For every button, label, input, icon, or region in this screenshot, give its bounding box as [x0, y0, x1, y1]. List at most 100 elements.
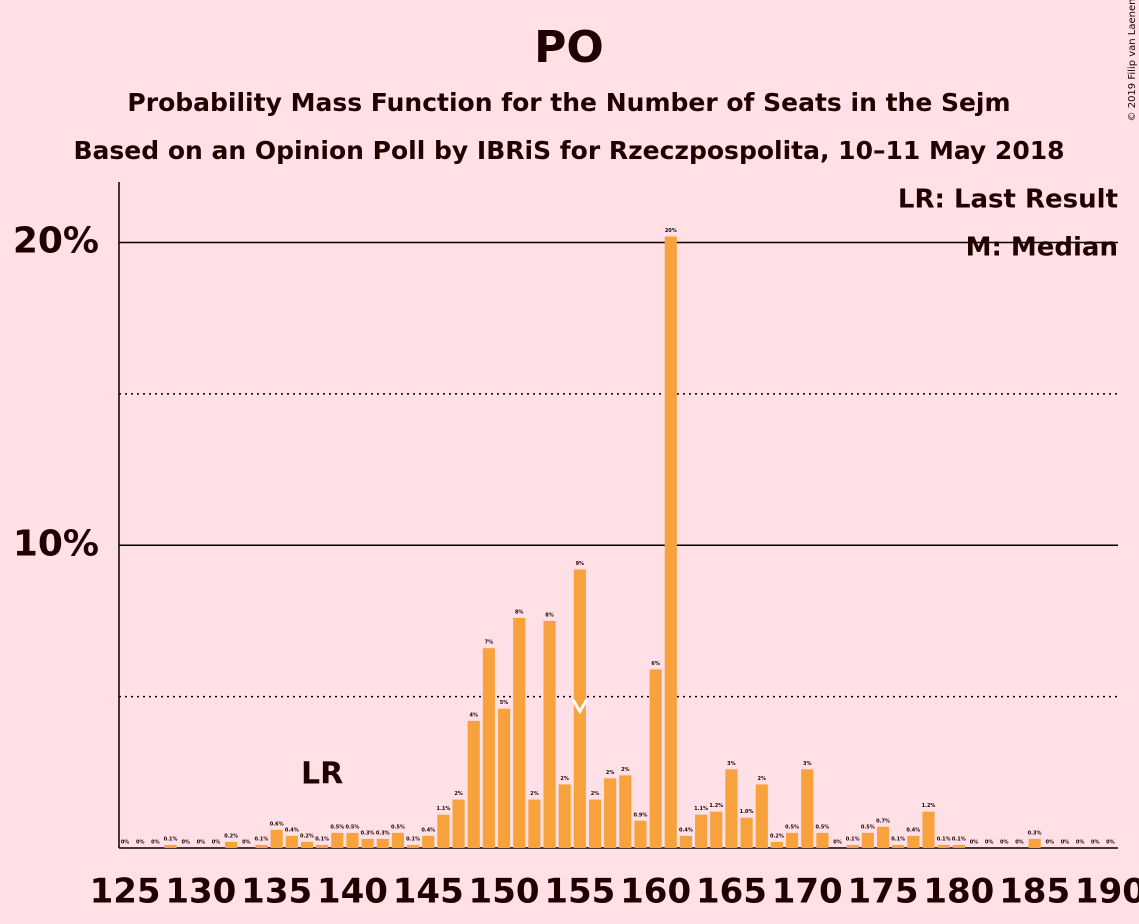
data-label: 0.4%: [906, 827, 920, 833]
bar: [861, 832, 874, 848]
y-tick-label: 20%: [13, 221, 99, 262]
bar: [801, 769, 814, 848]
bar: [755, 784, 768, 848]
subtitle: Probability Mass Function for the Number…: [127, 88, 1010, 117]
data-label: 5%: [500, 700, 509, 706]
data-label: 0%: [1046, 840, 1055, 846]
data-label: 0%: [242, 840, 251, 846]
bar: [1028, 838, 1041, 848]
median-marker: [571, 698, 589, 715]
data-label: 0.3%: [1028, 830, 1042, 836]
data-label: 0.5%: [815, 824, 829, 830]
x-tick-label: 190: [1075, 872, 1139, 912]
bar: [391, 832, 404, 848]
data-label: 1.0%: [740, 809, 754, 815]
data-label: 0.1%: [255, 836, 269, 842]
bar: [937, 844, 950, 848]
data-label: 0.5%: [861, 824, 875, 830]
data-label: 1.2%: [922, 803, 936, 809]
data-label: 0.1%: [937, 836, 951, 842]
data-label: 8%: [515, 609, 524, 615]
bar: [270, 829, 283, 848]
data-label: 0.1%: [891, 836, 905, 842]
bar: [543, 620, 556, 848]
bar: [422, 835, 435, 848]
data-label: 0.5%: [346, 824, 360, 830]
data-label: 0%: [1000, 840, 1009, 846]
data-label: 3%: [727, 761, 736, 767]
data-label: 1.1%: [694, 806, 708, 812]
data-label: 0%: [1106, 840, 1115, 846]
bar: [437, 814, 450, 848]
x-tick-label: 155: [544, 872, 615, 912]
bar: [467, 720, 480, 848]
data-label: 0.2%: [224, 833, 238, 839]
data-label: 0.5%: [785, 824, 799, 830]
data-label: 0.5%: [330, 824, 344, 830]
bar: [649, 669, 662, 848]
data-label: 0%: [1015, 840, 1024, 846]
legend-entry: M: Median: [966, 233, 1118, 263]
data-label: 0.4%: [285, 827, 299, 833]
subtitle: Based on an Opinion Poll by IBRiS for Rz…: [73, 136, 1064, 165]
x-tick-label: 140: [317, 872, 388, 912]
bar: [376, 838, 389, 848]
copyright: © 2019 Filip van Laenen: [1127, 0, 1138, 121]
bar: [588, 799, 602, 848]
x-tick-label: 125: [90, 872, 161, 912]
data-label: 0.1%: [846, 836, 860, 842]
bar: [907, 835, 920, 848]
data-label: 0%: [151, 840, 160, 846]
x-tick-label: 130: [165, 872, 236, 912]
data-label: 0%: [1061, 840, 1070, 846]
data-label: 7%: [485, 640, 494, 646]
x-tick-label: 150: [469, 872, 540, 912]
data-label: 0.1%: [406, 836, 420, 842]
y-tick-label: 10%: [13, 523, 99, 564]
bar: [528, 799, 541, 848]
data-label: 0%: [121, 840, 130, 846]
data-label: 0%: [970, 840, 979, 846]
bar: [255, 844, 268, 848]
x-tick-label: 160: [620, 872, 691, 912]
bar: [361, 838, 374, 848]
bar: [619, 775, 632, 848]
bar: [316, 844, 329, 848]
bar: [876, 826, 890, 848]
bar: [679, 835, 693, 848]
x-tick-label: 180: [923, 872, 994, 912]
data-label: 0%: [985, 840, 994, 846]
bar: [300, 841, 314, 848]
x-tick-label: 170: [772, 872, 843, 912]
bar: [952, 844, 965, 848]
data-label: 0.9%: [634, 812, 648, 818]
bar: [331, 832, 344, 848]
data-label: 0.6%: [270, 821, 284, 827]
data-label: 0.2%: [300, 833, 314, 839]
data-label: 0%: [1076, 840, 1085, 846]
data-label: 2%: [606, 770, 615, 776]
data-label: 6%: [651, 661, 660, 667]
legend-entry: LR: Last Result: [898, 185, 1118, 215]
bar: [558, 784, 571, 848]
bar: [604, 778, 617, 848]
data-label: 8%: [545, 612, 554, 618]
data-label: 0.1%: [952, 836, 966, 842]
x-tick-label: 175: [848, 872, 919, 912]
bar: [664, 236, 677, 848]
data-label: 2%: [560, 776, 569, 782]
data-label: 0.1%: [164, 836, 178, 842]
data-label: 2%: [621, 767, 630, 773]
bar: [770, 841, 783, 848]
bar: [164, 844, 177, 848]
data-label: 0.7%: [876, 818, 890, 824]
bar: [407, 844, 420, 848]
bar: [695, 814, 708, 848]
x-tick-label: 165: [696, 872, 767, 912]
data-label: 0%: [212, 840, 221, 846]
data-label: 0.5%: [391, 824, 405, 830]
data-label: 0%: [197, 840, 206, 846]
data-label: 0.1%: [315, 836, 329, 842]
data-label: 2%: [454, 791, 463, 797]
data-label: 2%: [758, 776, 767, 782]
